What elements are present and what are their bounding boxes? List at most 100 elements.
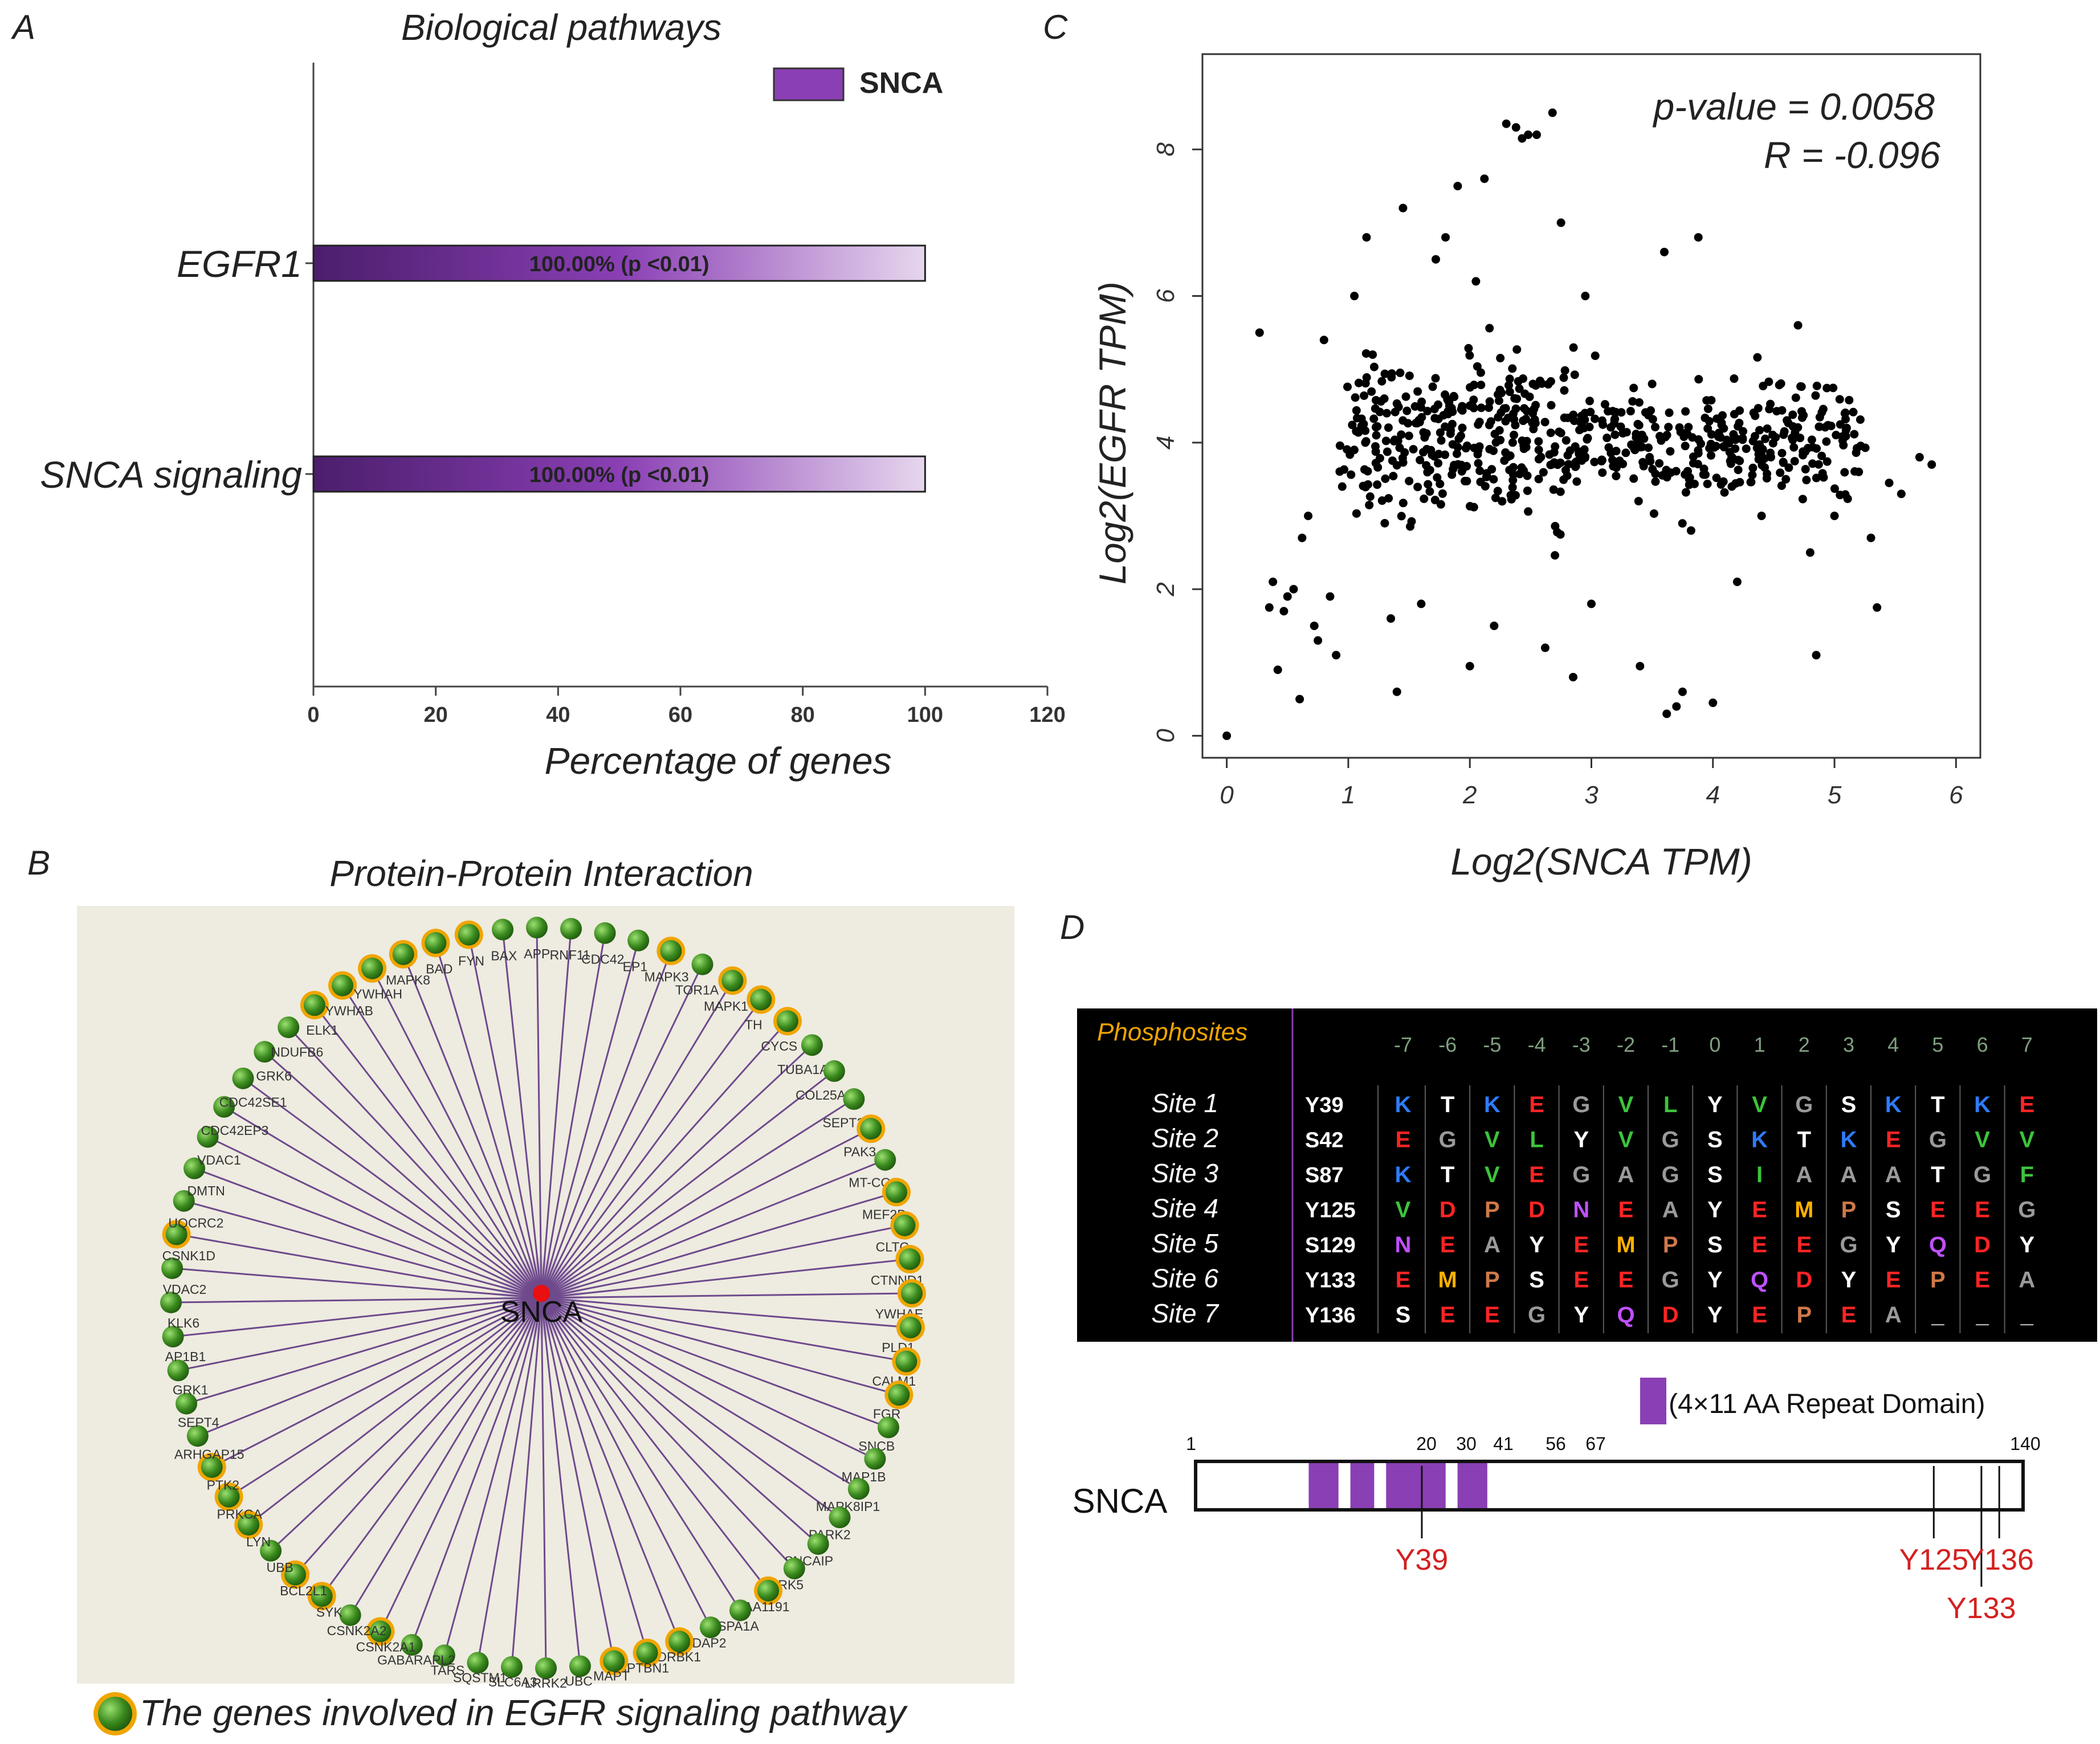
scatter-point [1788, 410, 1797, 419]
gene-label: UQCRC2 [168, 1215, 223, 1230]
scatter-point [1510, 430, 1519, 439]
scatter-point [1369, 414, 1379, 423]
amino-acid: E [1485, 1302, 1500, 1328]
gene-label: BCL2L1 [280, 1583, 327, 1598]
amino-acid: Y [1573, 1128, 1589, 1153]
gene-label: SQSTM1 [453, 1671, 507, 1685]
scatter-point [1651, 423, 1660, 432]
amino-acid: V [1396, 1198, 1411, 1223]
scatter-point [1528, 418, 1537, 427]
gene-label: CSNK2A1 [356, 1639, 416, 1654]
gene-node [201, 1456, 223, 1478]
network-edge [402, 954, 543, 1298]
scatter-point [1400, 448, 1409, 457]
scatter-point [1545, 450, 1554, 459]
gene-node [691, 953, 713, 975]
scatter-point [1404, 419, 1413, 428]
position-header: -6 [1438, 1033, 1457, 1056]
gene-node [668, 1631, 691, 1653]
gene-node [501, 1656, 523, 1678]
repeat-tick-label: 56 [1546, 1433, 1566, 1454]
scatter-point [1780, 427, 1789, 436]
amino-acid: T [1441, 1092, 1454, 1117]
network-edge [541, 1292, 912, 1299]
scatter-point [1326, 592, 1335, 601]
scatter-point [1742, 444, 1751, 454]
scatter-point [1768, 439, 1777, 448]
gene-node [864, 1448, 886, 1470]
amino-acid: S [1707, 1162, 1723, 1187]
scatter-point [1464, 344, 1473, 353]
scatter-point [1508, 483, 1517, 492]
amino-acid: Y [1707, 1092, 1723, 1117]
amino-acid: Y [1841, 1268, 1857, 1293]
network-edge [228, 1297, 542, 1498]
scatter-point [1387, 373, 1396, 382]
scatter-point [1689, 459, 1698, 468]
gene-label: KLK6 [168, 1316, 199, 1330]
network-edge [194, 1167, 542, 1299]
y-tick-label: 6 [1152, 289, 1180, 303]
amino-acid: S [1707, 1128, 1723, 1153]
gene-label: CDC42SE1 [219, 1095, 287, 1110]
scatter-point [1597, 416, 1606, 425]
scatter-point [1368, 350, 1377, 359]
scatter-point [1528, 379, 1538, 389]
amino-acid: K [1751, 1128, 1768, 1153]
scatter-point [1724, 439, 1734, 448]
scatter-point [1357, 414, 1366, 423]
scatter-point [1352, 406, 1361, 415]
network-edge [468, 934, 543, 1298]
site-residue: S129 [1305, 1234, 1356, 1257]
scatter-point [1347, 470, 1356, 479]
scatter-point [1569, 410, 1578, 419]
scatter-point [1413, 387, 1422, 396]
scatter-point [1802, 476, 1811, 485]
site-marker-label: Y125 [1899, 1543, 1968, 1576]
repeat-tick-label: 20 [1416, 1433, 1437, 1454]
scatter-point [1383, 447, 1392, 456]
gene-label: CDC42 [581, 951, 624, 966]
amino-acid: V [1618, 1128, 1634, 1153]
position-header: -3 [1572, 1033, 1591, 1056]
network-edge [541, 1297, 889, 1428]
amino-acid: E [2019, 1092, 2034, 1117]
gene-node [847, 1478, 870, 1500]
scatter-point [1757, 511, 1766, 520]
scatter-point [1387, 614, 1396, 623]
scatter-point [1475, 466, 1485, 475]
amino-acid: G [1662, 1128, 1679, 1153]
position-header: 7 [2021, 1033, 2033, 1056]
scatter-point [1420, 494, 1429, 503]
gene-node [627, 929, 650, 951]
gene-node [284, 1563, 307, 1586]
scatter-point [1546, 460, 1555, 469]
scatter-point [1517, 463, 1526, 472]
scatter-point [1310, 621, 1319, 630]
scatter-point [1369, 362, 1379, 371]
scatter-point [1357, 422, 1366, 431]
network-edge [540, 1297, 712, 1628]
amino-acid: L [1663, 1092, 1677, 1117]
scatter-point [1381, 474, 1390, 483]
scatter-point [1384, 494, 1393, 503]
gene-node [569, 1655, 591, 1677]
scatter-point [1748, 436, 1758, 446]
network-edge [501, 929, 543, 1298]
gene-label: APP [524, 946, 550, 961]
scatter-point [1645, 453, 1654, 462]
amino-acid: _ [1975, 1302, 1989, 1328]
gene-node [167, 1359, 189, 1382]
x-tick-label: 5 [1828, 781, 1842, 809]
position-header: -1 [1661, 1033, 1679, 1056]
scatter-point [1380, 518, 1389, 528]
amino-acid: Q [1751, 1268, 1768, 1293]
scatter-point [1748, 463, 1758, 472]
scatter-point [1343, 382, 1352, 391]
scatter-point [1502, 119, 1511, 128]
scatter-point [1501, 416, 1510, 426]
amino-acid: Y [1886, 1232, 1901, 1257]
scatter-point [1465, 661, 1474, 671]
scatter-point [1885, 479, 1894, 488]
